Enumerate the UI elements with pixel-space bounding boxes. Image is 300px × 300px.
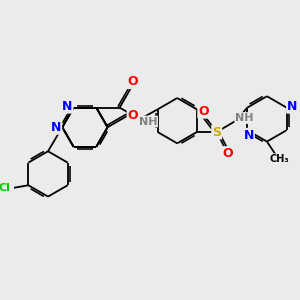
Text: Cl: Cl [0, 183, 11, 193]
Text: NH: NH [139, 116, 157, 127]
Text: CH₃: CH₃ [270, 154, 290, 164]
Text: O: O [222, 147, 233, 160]
Text: N: N [244, 129, 254, 142]
Text: O: O [128, 75, 138, 88]
Text: N: N [62, 100, 73, 113]
Text: N: N [287, 100, 298, 113]
Text: O: O [128, 109, 138, 122]
Text: O: O [198, 105, 209, 118]
Text: S: S [212, 125, 221, 139]
Text: NH: NH [235, 113, 254, 123]
Text: N: N [51, 121, 61, 134]
